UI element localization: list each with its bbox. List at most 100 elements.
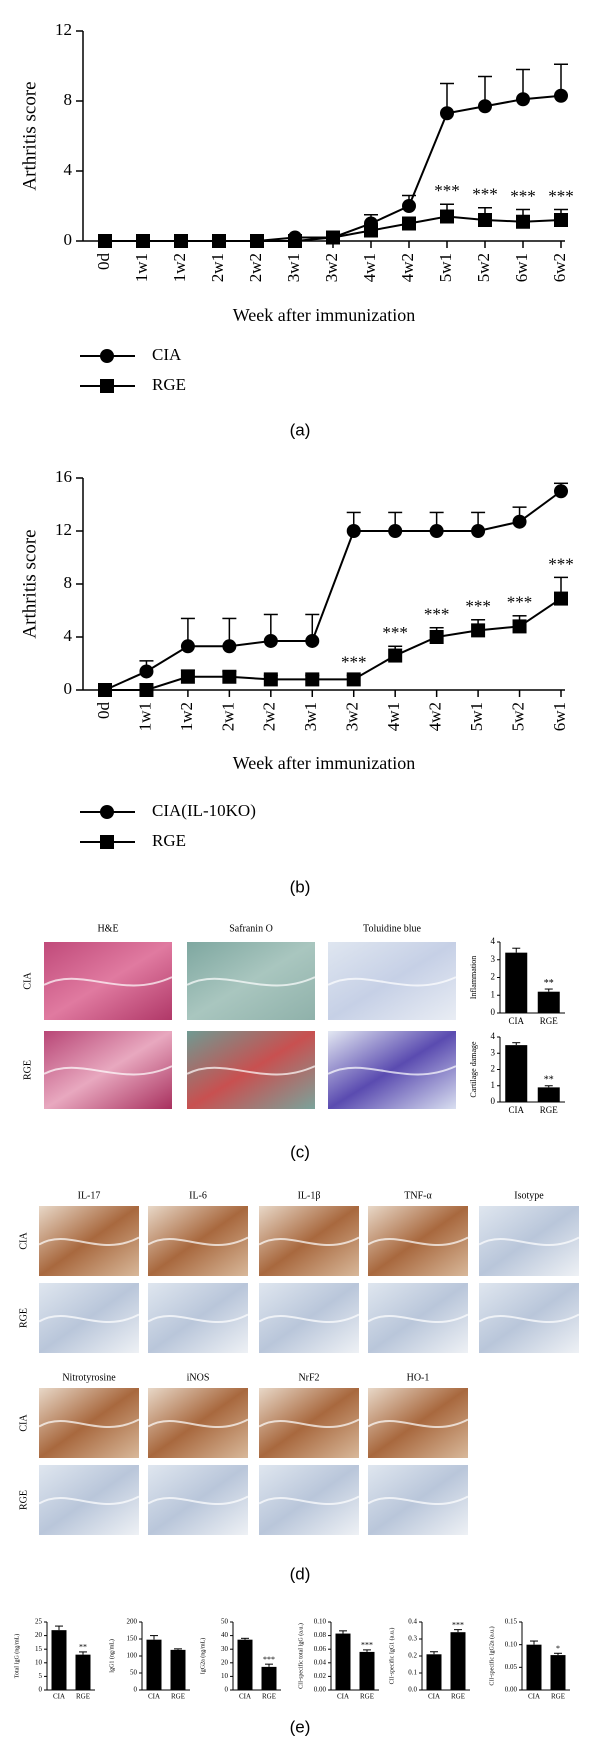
significance: *** [424, 605, 450, 624]
data-point [388, 524, 403, 538]
y-tick-label: 4 [491, 936, 496, 946]
tissue-contour [38, 1418, 140, 1428]
ihc-image [368, 1388, 468, 1458]
x-tick-label: CIA [428, 1693, 440, 1701]
x-tick-label: 0d [94, 253, 113, 271]
significance: *** [263, 1655, 275, 1664]
legend-marker [100, 379, 114, 393]
row-label: RGE [22, 1060, 33, 1080]
y-tick-label: 0.10 [314, 1618, 327, 1626]
data-point [139, 664, 154, 679]
significance: *** [452, 1620, 464, 1629]
significance: *** [341, 652, 367, 671]
y-tick-label: 0.0 [408, 1686, 417, 1694]
y-tick-label: 50 [221, 1618, 229, 1626]
row-label: CIA [18, 1414, 29, 1432]
tissue-contour [38, 1236, 140, 1246]
x-tick-label: 2w2 [246, 253, 265, 282]
x-tick-label: 6w2 [550, 253, 569, 282]
tissue-contour [38, 1495, 140, 1505]
significance: *** [465, 597, 491, 616]
y-tick-label: 25 [35, 1618, 43, 1626]
x-tick-label: CIA [337, 1693, 349, 1701]
y-axis-label: Cartilage damage [469, 1041, 478, 1098]
data-point [263, 672, 278, 687]
y-tick-label: 10 [35, 1658, 43, 1666]
bar [170, 1649, 186, 1690]
y-tick-label: 8 [64, 90, 73, 109]
data-point [364, 223, 378, 238]
row-label: CIA [22, 972, 33, 990]
histology-image [187, 1031, 315, 1109]
data-point [326, 230, 340, 245]
y-axis-label: Arthritis score [19, 81, 40, 190]
row-label: RGE [18, 1308, 29, 1328]
panel-label: (a) [290, 420, 311, 439]
tissue-contour [43, 1065, 173, 1076]
x-tick-label: 5w1 [467, 702, 486, 731]
y-tick-label: 4 [64, 626, 73, 645]
data-point [174, 234, 188, 248]
y-tick-label: 2 [491, 972, 496, 982]
y-tick-label: 20 [35, 1631, 43, 1639]
tissue-contour [258, 1236, 360, 1246]
legend-label: RGE [152, 375, 186, 394]
panel-label: (e) [290, 1717, 311, 1736]
data-point [440, 209, 454, 224]
y-tick-label: 15 [35, 1645, 43, 1653]
y-tick-label: 0.05 [505, 1663, 518, 1671]
tissue-contour [186, 1065, 316, 1076]
y-tick-label: 12 [55, 520, 72, 539]
data-point [98, 683, 112, 697]
x-tick-label: 1w2 [177, 702, 196, 731]
bar [261, 1666, 277, 1690]
legend-label: CIA [152, 345, 182, 364]
y-tick-label: 100 [127, 1652, 138, 1660]
ihc-image [148, 1206, 248, 1276]
tissue-contour [478, 1313, 580, 1323]
y-axis-label: Arthritis score [19, 529, 40, 638]
data-point [263, 633, 278, 648]
significance: *** [510, 186, 536, 205]
bar [537, 991, 560, 1013]
significance: *** [548, 554, 574, 573]
tissue-contour [147, 1418, 249, 1428]
data-point [222, 639, 237, 654]
data-point [512, 619, 527, 634]
tissue-contour [147, 1495, 249, 1505]
x-tick-label: 1w1 [132, 253, 151, 282]
data-point [98, 234, 112, 248]
x-tick-label: CIA [53, 1693, 65, 1701]
significance: ** [79, 1643, 87, 1652]
histology-image [44, 942, 172, 1020]
tissue-contour [258, 1313, 360, 1323]
legend-label: RGE [152, 831, 186, 850]
y-tick-label: 0.10 [505, 1640, 518, 1648]
bar [51, 1630, 67, 1690]
y-axis-label: IgG2a (ng/mL) [199, 1638, 206, 1675]
data-point [471, 623, 486, 638]
tissue-contour [367, 1495, 469, 1505]
data-point [305, 633, 320, 648]
y-tick-label: 4 [491, 1031, 496, 1041]
ihc-image [368, 1465, 468, 1535]
y-tick-label: 16 [55, 467, 72, 486]
data-point [554, 484, 568, 499]
y-tick-label: 0.3 [408, 1635, 417, 1643]
x-tick-label: 3w1 [284, 253, 303, 282]
x-tick-label: RGE [551, 1693, 565, 1701]
ihc-image [148, 1283, 248, 1353]
x-tick-label: 2w1 [218, 702, 237, 731]
ihc-image [368, 1283, 468, 1353]
column-label: NrF2 [298, 1372, 319, 1383]
data-point [346, 672, 361, 687]
x-tick-label: CIA [148, 1693, 160, 1701]
data-point [402, 199, 416, 213]
tissue-contour [186, 976, 316, 987]
ihc-image [39, 1206, 139, 1276]
ihc-image [479, 1206, 579, 1276]
y-tick-label: 3 [491, 1047, 496, 1057]
data-point [516, 214, 530, 229]
data-point [554, 591, 568, 606]
